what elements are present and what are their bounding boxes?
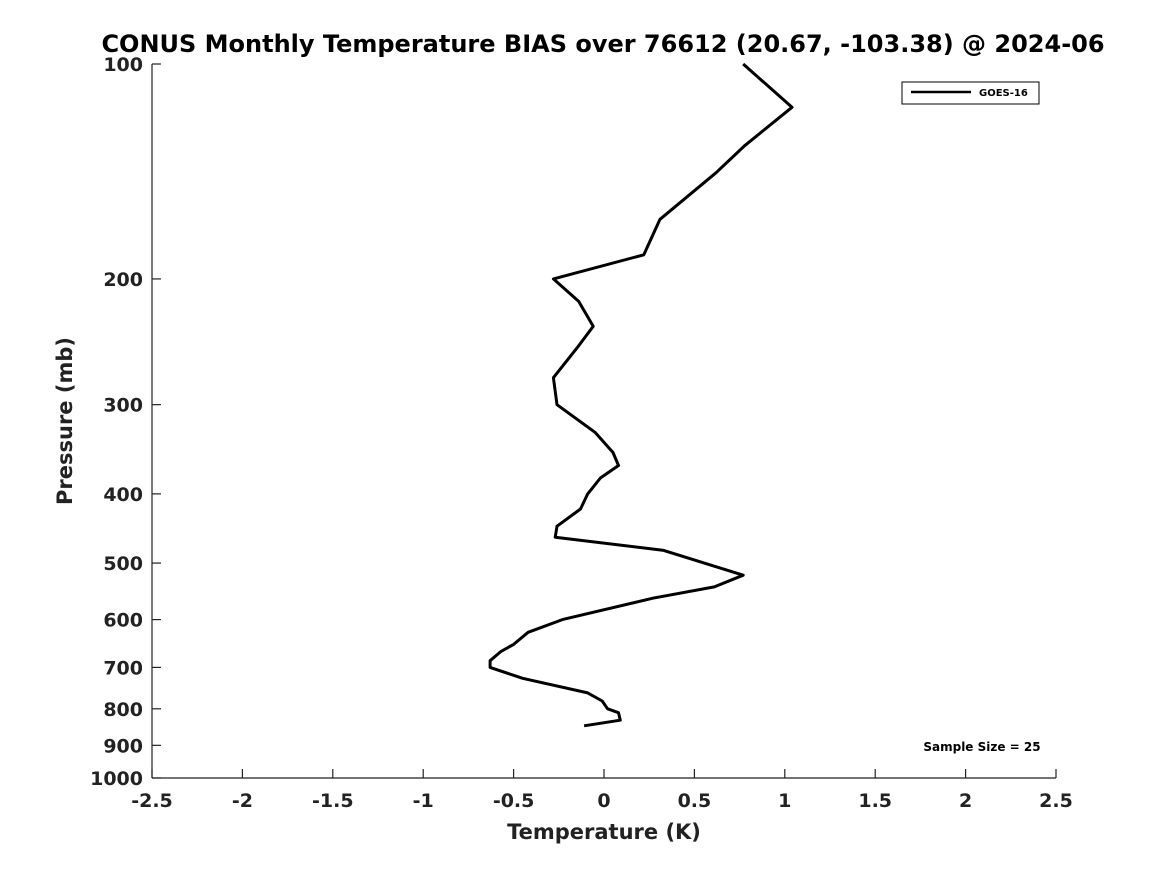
y-tick-label: 100 [103, 54, 143, 76]
y-tick-label: 1000 [90, 768, 143, 790]
x-tick-label: 1 [778, 790, 791, 812]
legend: GOES-16 [901, 81, 1040, 105]
y-tick-label: 600 [103, 610, 143, 632]
y-tick-label: 300 [103, 395, 143, 417]
y-tick-label: 200 [103, 269, 143, 291]
series-layer [488, 62, 794, 728]
x-axis-ticks: -2.5 -2 -1.5 -1 -0.5 0 0.5 1 1.5 2 2.5 [131, 769, 1073, 812]
x-tick-label: 0.5 [678, 790, 712, 812]
series-line-goes-16 [488, 62, 794, 728]
legend-label-goes-16: GOES-16 [979, 88, 1028, 99]
y-axis-label: Pressure (mb) [53, 337, 77, 505]
x-tick-label: 1.5 [858, 790, 892, 812]
x-tick-label: -0.5 [493, 790, 535, 812]
y-tick-label: 700 [103, 657, 143, 679]
y-tick-label: 900 [103, 735, 143, 757]
y-axis-ticks: 100 200 300 400 500 600 700 800 900 1000 [90, 54, 161, 790]
y-tick-label: 800 [103, 699, 143, 721]
x-tick-label: -2.5 [131, 790, 173, 812]
x-tick-label: 0 [597, 790, 610, 812]
y-tick-label: 400 [103, 484, 143, 506]
sample-size-annotation: Sample Size = 25 [923, 740, 1040, 754]
chart-title: CONUS Monthly Temperature BIAS over 7661… [101, 30, 1104, 58]
x-tick-label: -1.5 [312, 790, 354, 812]
y-tick-label: 500 [103, 553, 143, 575]
x-tick-label: 2 [959, 790, 972, 812]
x-tick-label: -1 [413, 790, 434, 812]
x-tick-label: 2.5 [1039, 790, 1073, 812]
x-tick-label: -2 [232, 790, 253, 812]
x-axis-label: Temperature (K) [507, 820, 701, 844]
plot-area [151, 64, 1056, 779]
